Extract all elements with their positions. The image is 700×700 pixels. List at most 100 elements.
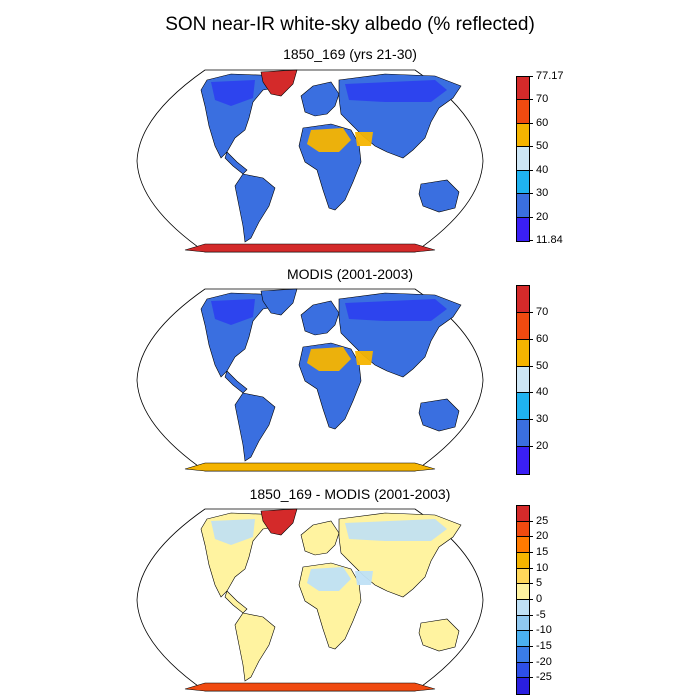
- colorbar-segment: [517, 537, 529, 553]
- desert-region: [355, 571, 373, 585]
- colorbar-tick-label: 20: [536, 440, 549, 453]
- colorbar-tick: [529, 677, 533, 679]
- panel-3-colorbar: [516, 505, 530, 695]
- colorbar-tick: [529, 630, 533, 632]
- north-america-high-lat: [211, 299, 255, 325]
- colorbar-segment: [517, 521, 529, 538]
- colorbar-segment: [517, 646, 529, 663]
- colorbar-tick-label: -20: [536, 655, 552, 668]
- colorbar-tick: [529, 365, 533, 367]
- colorbar-segment: [517, 631, 529, 647]
- eurasia-high-lat: [345, 80, 447, 102]
- desert-region: [355, 351, 373, 365]
- colorbar-tick: [529, 599, 533, 600]
- colorbar-tick: [529, 193, 533, 195]
- colorbar-segment: [517, 447, 529, 474]
- colorbar-tick: [529, 99, 533, 101]
- panel-1-title: 1850_169 (yrs 21-30): [283, 46, 417, 62]
- colorbar-segment: [517, 393, 529, 421]
- panel-3-title: 1850_169 - MODIS (2001-2003): [249, 486, 451, 502]
- colorbar-tick: [529, 338, 533, 340]
- colorbar-tick: [529, 536, 533, 538]
- colorbar-tick: [529, 76, 533, 77]
- colorbar-segment: [517, 584, 529, 600]
- north-america-high-lat: [211, 80, 255, 106]
- colorbar-tick-label: 20: [536, 210, 549, 223]
- colorbar-segment: [517, 599, 529, 616]
- colorbar-segment: [517, 312, 529, 340]
- colorbar-tick-label: 5: [536, 577, 543, 590]
- colorbar-tick-label: -10: [536, 624, 552, 637]
- panel-3-map: [136, 508, 484, 692]
- colorbar-tick-label: 11.84: [536, 234, 563, 246]
- colorbar-segment: [517, 366, 529, 394]
- desert-region: [307, 128, 351, 152]
- colorbar-tick: [529, 311, 533, 313]
- colorbar-tick-label: -25: [536, 671, 552, 684]
- continent-southamerica: [234, 612, 276, 682]
- desert-region: [307, 347, 351, 371]
- colorbar-tick-label: 60: [536, 332, 549, 345]
- colorbar-segment: [517, 615, 529, 632]
- colorbar-tick-label: 30: [536, 187, 549, 200]
- colorbar-tick-label: 30: [536, 413, 549, 426]
- continent-antarctica: [184, 462, 436, 472]
- colorbar-segment: [517, 170, 529, 195]
- colorbar-segment: [517, 100, 529, 124]
- continent-greenland: [260, 508, 298, 536]
- colorbar-segment: [517, 77, 529, 101]
- colorbar-segment: [517, 147, 529, 171]
- colorbar-tick-label: 10: [536, 561, 549, 574]
- colorbar-tick-label: 0: [536, 593, 543, 605]
- colorbar-segment: [517, 678, 529, 694]
- continent-southamerica: [234, 173, 276, 243]
- colorbar-tick-label: 50: [536, 359, 549, 372]
- panel-1-colorbar: [516, 76, 530, 242]
- colorbar-tick: [529, 646, 533, 647]
- continent-europe: [300, 520, 340, 556]
- continent-australia: [418, 398, 460, 432]
- colorbar-tick-label: 70: [536, 305, 549, 318]
- colorbar-tick: [529, 661, 533, 663]
- desert-region: [355, 132, 373, 146]
- colorbar-tick-label: 77.17: [536, 70, 564, 82]
- colorbar-tick-label: 70: [536, 93, 549, 106]
- continent-europe: [300, 300, 340, 336]
- colorbar-tick: [529, 216, 533, 218]
- eurasia-high-lat: [345, 519, 447, 541]
- panel-2-title: MODIS (2001-2003): [286, 266, 414, 282]
- colorbar-tick-label: 20: [536, 530, 549, 543]
- colorbar-tick-label: 15: [536, 546, 549, 558]
- colorbar-tick-label: -15: [536, 640, 552, 652]
- colorbar-tick: [529, 520, 533, 522]
- colorbar-tick-label: 50: [536, 140, 549, 153]
- colorbar-tick: [529, 392, 533, 394]
- colorbar-tick: [529, 122, 533, 124]
- continent-australia: [418, 179, 460, 213]
- colorbar-tick: [529, 567, 533, 569]
- north-america-high-lat: [211, 519, 255, 545]
- colorbar-segment: [517, 286, 529, 313]
- colorbar-tick-label: -5: [536, 608, 546, 621]
- colorbar-segment: [517, 339, 529, 367]
- colorbar-segment: [517, 123, 529, 148]
- panel-2-colorbar: [516, 285, 530, 475]
- colorbar-segment: [517, 217, 529, 241]
- eurasia-high-lat: [345, 299, 447, 321]
- figure-title: SON near-IR white-sky albedo (% reflecte…: [165, 14, 535, 35]
- panel-2-map: [136, 288, 484, 472]
- colorbar-segment: [517, 506, 529, 522]
- colorbar-tick-label: 40: [536, 163, 549, 176]
- colorbar-segment: [517, 194, 529, 218]
- colorbar-tick: [529, 614, 533, 616]
- colorbar-tick: [529, 240, 533, 241]
- desert-region: [307, 567, 351, 591]
- continent-greenland: [260, 69, 298, 97]
- panel-1-map: [136, 69, 484, 253]
- colorbar-tick: [529, 446, 533, 448]
- colorbar-tick-label: 60: [536, 116, 549, 129]
- colorbar-tick: [529, 419, 533, 421]
- colorbar-tick-label: 25: [536, 514, 549, 527]
- continent-europe: [300, 81, 340, 117]
- colorbar-segment: [517, 568, 529, 585]
